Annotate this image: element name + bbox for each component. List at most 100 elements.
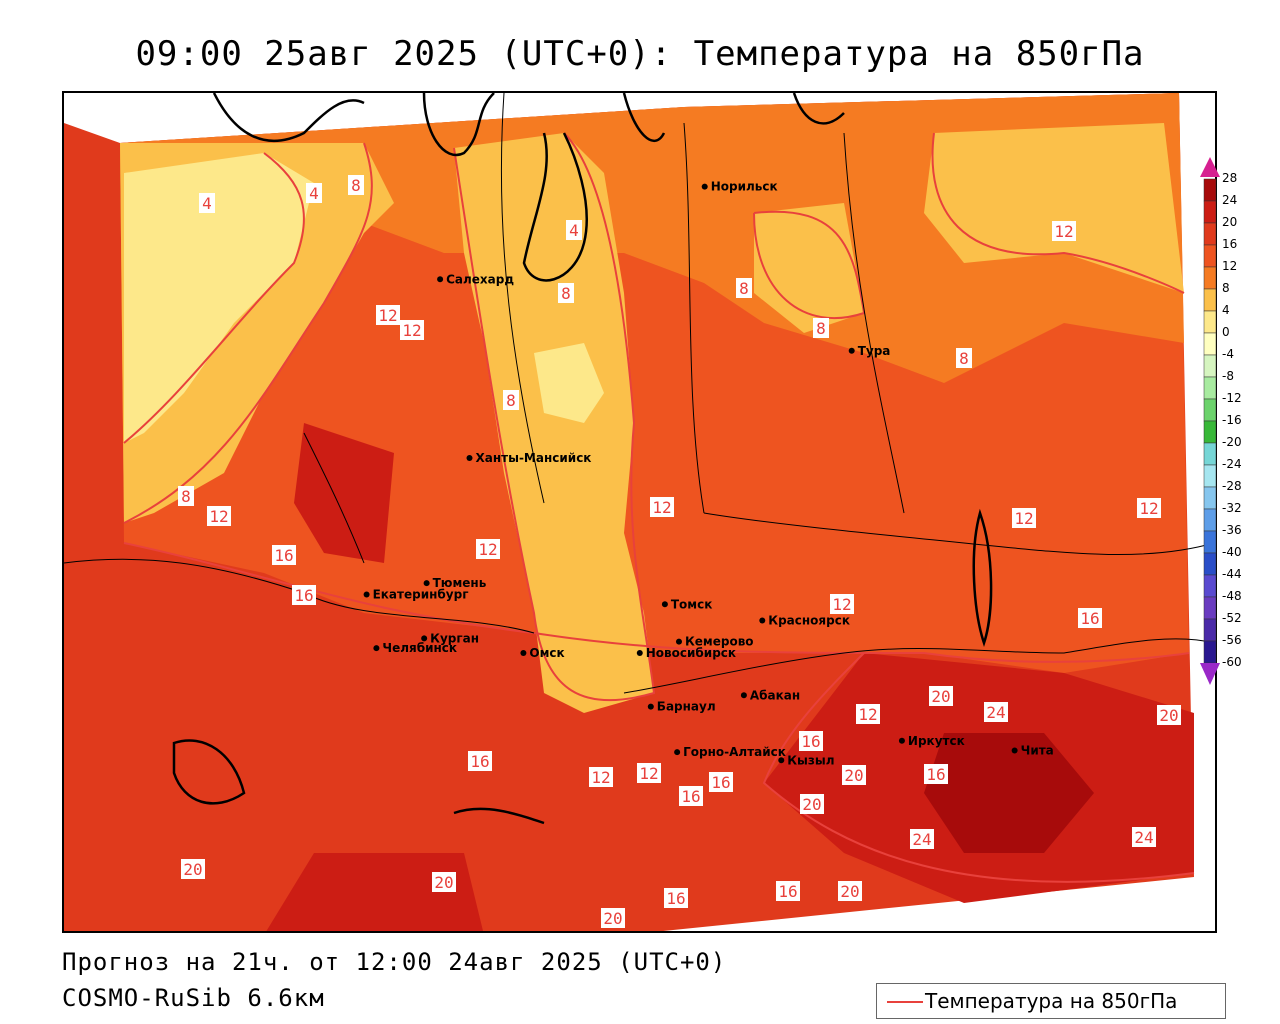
contour-value-label: 20 bbox=[842, 765, 866, 785]
svg-text:20: 20 bbox=[1159, 706, 1178, 725]
svg-text:20: 20 bbox=[840, 882, 859, 901]
city-label: Иркутск bbox=[908, 734, 965, 748]
scale-tick-label: -52 bbox=[1222, 611, 1242, 625]
svg-text:20: 20 bbox=[931, 687, 950, 706]
city-dot bbox=[1011, 747, 1018, 754]
coastlines bbox=[172, 93, 993, 825]
contour-value-label: 16 bbox=[679, 786, 703, 806]
scale-tick-label: -20 bbox=[1222, 435, 1242, 449]
svg-text:16: 16 bbox=[294, 586, 313, 605]
svg-text:24: 24 bbox=[1134, 828, 1153, 847]
city-marker: Курган bbox=[421, 631, 479, 645]
contour-value-label: 20 bbox=[1157, 705, 1181, 725]
scale-tick-label: 20 bbox=[1222, 215, 1238, 229]
contour-value-label: 12 bbox=[476, 539, 500, 559]
scale-color-step bbox=[1203, 552, 1217, 576]
contour-value-label: 12 bbox=[856, 704, 880, 724]
contour-value-label: 4 bbox=[306, 183, 322, 203]
city-dot bbox=[373, 645, 380, 652]
city-dot bbox=[636, 650, 643, 656]
city-marker: Омск bbox=[520, 646, 565, 660]
svg-text:16: 16 bbox=[801, 732, 820, 751]
scale-color-step bbox=[1203, 178, 1217, 202]
contour-value-label: 20 bbox=[601, 908, 625, 928]
scale-tick-label: -12 bbox=[1222, 391, 1242, 405]
svg-text:12: 12 bbox=[1054, 222, 1073, 241]
svg-text:4: 4 bbox=[309, 184, 319, 203]
model-name: COSMO-RuSib 6.6км bbox=[62, 984, 325, 1012]
contour-value-label: 8 bbox=[178, 486, 194, 506]
scale-tick-label: -4 bbox=[1222, 347, 1234, 361]
contour-value-label: 12 bbox=[207, 506, 231, 526]
city-label: Томск bbox=[671, 597, 713, 611]
svg-text:12: 12 bbox=[1139, 499, 1158, 518]
city-dot bbox=[778, 757, 785, 764]
city-dot bbox=[674, 749, 681, 756]
svg-text:20: 20 bbox=[603, 909, 622, 928]
city-dot bbox=[661, 601, 668, 608]
contour-value-label: 20 bbox=[432, 872, 456, 892]
city-marker: Ханты-Мансийск bbox=[466, 451, 591, 465]
city-dot bbox=[701, 183, 708, 190]
contour-value-label: 8 bbox=[348, 175, 364, 195]
legend-label: Температура на 850гПа bbox=[925, 989, 1178, 1013]
svg-text:16: 16 bbox=[778, 882, 797, 901]
svg-text:16: 16 bbox=[470, 752, 489, 771]
svg-text:20: 20 bbox=[434, 873, 453, 892]
scale-color-step bbox=[1203, 530, 1217, 554]
city-dot bbox=[466, 455, 473, 461]
contour-value-label: 24 bbox=[910, 829, 934, 849]
svg-text:20: 20 bbox=[183, 860, 202, 879]
svg-text:16: 16 bbox=[711, 773, 730, 792]
scale-color-step bbox=[1203, 200, 1217, 224]
city-marker: Норильск bbox=[701, 180, 778, 194]
contour-value-label: 12 bbox=[376, 305, 400, 325]
contour-value-label: 12 bbox=[400, 320, 424, 340]
city-marker: Челябинск bbox=[373, 641, 457, 655]
scale-color-step bbox=[1203, 288, 1217, 312]
scale-color-step bbox=[1203, 420, 1217, 444]
scale-top-arrow bbox=[1200, 157, 1220, 177]
scale-color-step bbox=[1203, 442, 1217, 466]
contour-value-label: 8 bbox=[813, 318, 829, 338]
svg-text:12: 12 bbox=[832, 595, 851, 614]
scale-color-step bbox=[1203, 222, 1217, 246]
scale-color-step bbox=[1203, 332, 1217, 356]
contour-value-label: 16 bbox=[799, 731, 823, 751]
scale-tick-label: 24 bbox=[1222, 193, 1238, 207]
scale-color-step bbox=[1203, 266, 1217, 290]
scale-tick-label: 16 bbox=[1222, 237, 1238, 251]
city-label: Красноярск bbox=[768, 614, 850, 628]
city-label: Горно-Алтайск bbox=[683, 745, 786, 759]
scale-color-step bbox=[1203, 618, 1217, 642]
scale-tick-label: -8 bbox=[1222, 369, 1234, 383]
scale-tick-label: -56 bbox=[1222, 633, 1242, 647]
contour-value-label: 16 bbox=[664, 888, 688, 908]
contour-value-label: 16 bbox=[468, 751, 492, 771]
svg-text:12: 12 bbox=[639, 764, 658, 783]
svg-text:24: 24 bbox=[986, 703, 1005, 722]
contour-value-label: 16 bbox=[776, 881, 800, 901]
scale-color-step bbox=[1203, 310, 1217, 334]
city-label: Абакан bbox=[750, 688, 800, 702]
contour-value-label: 12 bbox=[1137, 498, 1161, 518]
city-marker: Кемерово bbox=[675, 635, 754, 649]
svg-text:12: 12 bbox=[652, 498, 671, 517]
scale-color-step bbox=[1203, 596, 1217, 620]
city-marker: Тюмень bbox=[423, 576, 487, 590]
map-title: 09:00 25авг 2025 (UTC+0): Температура на… bbox=[135, 34, 1145, 74]
city-label: Норильск bbox=[711, 180, 778, 194]
city-label: Салехард bbox=[446, 272, 514, 286]
city-label: Тура bbox=[858, 344, 891, 358]
legend-box: Температура на 850гПа bbox=[876, 983, 1226, 1019]
svg-text:12: 12 bbox=[478, 540, 497, 559]
svg-text:24: 24 bbox=[912, 830, 931, 849]
city-label: Чита bbox=[1021, 744, 1054, 758]
svg-text:8: 8 bbox=[739, 279, 749, 298]
city-label: Тюмень bbox=[433, 576, 487, 590]
scale-color-step bbox=[1203, 464, 1217, 488]
contour-value-label: 12 bbox=[830, 594, 854, 614]
svg-text:20: 20 bbox=[802, 795, 821, 814]
svg-text:12: 12 bbox=[1014, 509, 1033, 528]
svg-text:16: 16 bbox=[274, 546, 293, 565]
